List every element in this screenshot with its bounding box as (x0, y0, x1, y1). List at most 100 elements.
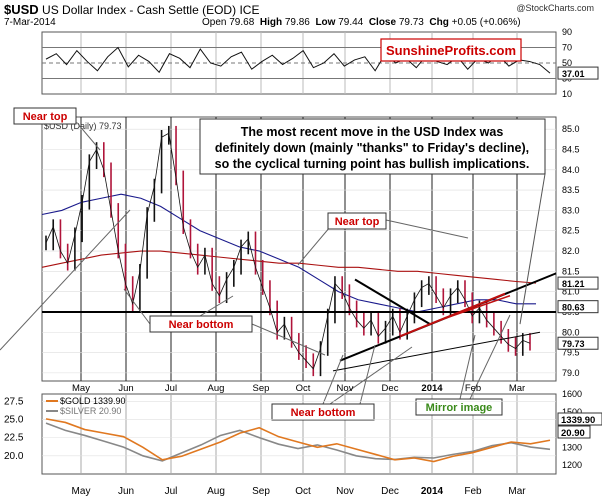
price-x-label: Mar (509, 383, 525, 394)
metals-x-label: 2014 (421, 486, 444, 497)
watermark: @StockCharts.com (516, 3, 594, 13)
price-tag-box (557, 300, 599, 314)
index-name: US Dollar Index - Cash Settle (EOD) (42, 3, 237, 17)
metals-left-tick: 25.0 (4, 414, 24, 425)
gold-legend-label: $GOLD 1339.90 (60, 396, 126, 406)
annotation-line-3: so the cyclical turning point has bullis… (215, 157, 530, 171)
rsi-tick-label: 10 (562, 89, 572, 99)
price-tag-box (557, 276, 599, 290)
price-x-label: Oct (296, 383, 311, 394)
price-tick-label: 80.0 (562, 327, 580, 337)
high-value: 79.86 (284, 17, 310, 28)
callout-label: Mirror image (426, 402, 493, 414)
metals-x-label: May (72, 486, 91, 497)
price-tick-label: 83.0 (562, 205, 580, 215)
price-series-label: $USD (Daily) 79.73 (44, 121, 122, 131)
metals-right-tick: 1600 (562, 389, 582, 399)
annotation-box (199, 118, 546, 175)
callout-label: Near top (23, 111, 68, 123)
price-tick-label: 82.0 (562, 246, 580, 256)
price-x-label: Nov (337, 383, 354, 394)
price-x-label: May (72, 383, 90, 394)
chart-date: 7-Mar-2014 (4, 17, 56, 28)
chart-title: $USD US Dollar Index - Cash Settle (EOD)… (4, 2, 259, 17)
callout-pointer (329, 346, 413, 405)
price-tick-label: 79.0 (562, 368, 580, 378)
red-mirror-line (439, 294, 511, 321)
price-x-label: Sep (253, 383, 270, 394)
gold-last-box (557, 412, 602, 426)
callout-pointer (385, 219, 469, 239)
brand-box (380, 38, 522, 62)
price-tag-label: 81.21 (562, 279, 585, 289)
callout-box (149, 315, 253, 333)
metals-x-label: Nov (336, 486, 354, 497)
price-tick-label: 83.5 (562, 185, 580, 195)
metals-x-label: Jul (165, 486, 178, 497)
callout-box (415, 398, 503, 416)
price-x-label: Feb (465, 383, 481, 394)
thin-trend-line (332, 331, 541, 372)
rsi-tick-label: 90 (562, 27, 572, 37)
callout-pointer (359, 344, 376, 405)
close-label: Close (368, 17, 397, 28)
price-tick-label: 84.5 (562, 144, 580, 154)
metals-right-tick: 1200 (562, 460, 582, 470)
high-label: High (259, 17, 283, 28)
open-value: 79.68 (229, 17, 255, 28)
moving-average-red (41, 250, 537, 284)
callout-box (13, 107, 77, 125)
annotation-line-1: The most recent move in the USD Index wa… (241, 125, 504, 139)
metals-x-label: Mar (508, 486, 526, 497)
symbol: $USD (4, 2, 39, 17)
price-tick-label: 81.5 (562, 266, 580, 276)
close-value: 79.73 (398, 17, 424, 28)
silver-line (45, 422, 551, 462)
callout-box (271, 403, 375, 421)
metals-x-label: Sep (252, 486, 270, 497)
exchange: ICE (239, 3, 260, 17)
callout-box (327, 212, 387, 230)
callout-pointer (459, 334, 476, 400)
price-x-label: 2014 (421, 383, 443, 394)
callout-pointer (123, 288, 151, 325)
chg-value: +0.05 (+0.06%) (451, 17, 521, 28)
metals-left-tick: 22.5 (4, 433, 24, 444)
metals-left-tick: 27.5 (4, 396, 24, 407)
price-tick-label: 85.0 (562, 124, 580, 134)
rsi-line (45, 46, 551, 74)
metals-x-label: Feb (464, 486, 482, 497)
price-tick-label: 84.0 (562, 165, 580, 175)
chg-label: Chg (429, 17, 449, 28)
annotation-line-2: definitely down (mainly "thanks" to Frid… (215, 141, 529, 155)
callout-pointer (0, 209, 131, 351)
metals-x-label: Dec (381, 486, 399, 497)
gold-last-value: 1339.90 (561, 415, 595, 426)
open-label: Open (202, 17, 227, 28)
gold-line (45, 418, 551, 463)
low-label: Low (315, 17, 336, 28)
price-tick-label: 79.5 (562, 348, 580, 358)
callout-label: Near bottom (291, 407, 356, 419)
annotation-pointer (519, 173, 546, 325)
falling-trend-line (354, 278, 431, 325)
callout-pointer (199, 295, 234, 317)
rsi-tick-label: 50 (562, 58, 572, 68)
price-tag-label: 79.73 (562, 339, 585, 349)
rsi-last-value-box (557, 66, 599, 80)
silver-last-value: 20.90 (561, 428, 585, 439)
metals-right-tick: 1300 (562, 442, 582, 452)
price-tick-label: 82.5 (562, 226, 580, 236)
price-x-label: Aug (208, 383, 225, 394)
metals-x-label: Oct (295, 486, 311, 497)
low-value: 79.44 (338, 17, 364, 28)
metals-left-tick: 20.0 (4, 451, 24, 462)
silver-last-box (557, 425, 591, 439)
callout-pointer (469, 314, 511, 400)
metals-right-tick: 1500 (562, 407, 582, 417)
callout-label: Near top (335, 216, 380, 228)
rsi-tick-label: 70 (562, 43, 572, 53)
callout-pointer (77, 123, 101, 151)
price-x-label: Jun (118, 383, 133, 394)
